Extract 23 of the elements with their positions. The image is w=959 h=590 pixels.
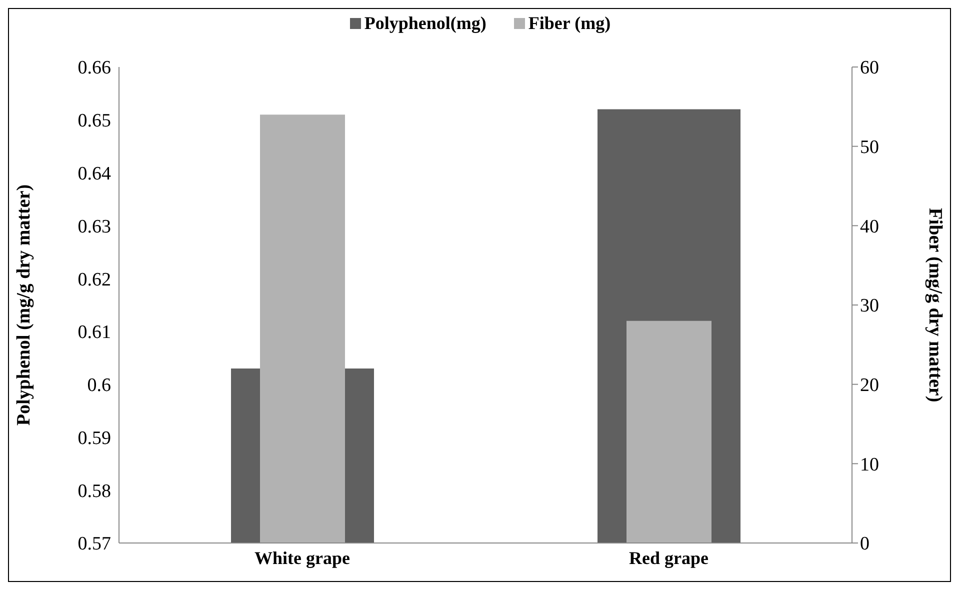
y2-tick-label: 50 bbox=[860, 137, 879, 158]
y2-tick-label: 0 bbox=[860, 534, 870, 555]
legend-label: Fiber (mg) bbox=[528, 13, 611, 34]
y-tick-label: 0.63 bbox=[78, 216, 111, 238]
x-tick-label: White grape bbox=[254, 548, 350, 568]
y2-tick-label: 40 bbox=[860, 216, 879, 238]
y2-axis-title: Fiber (mg/g dry matter) bbox=[924, 208, 946, 402]
y-tick-label: 0.58 bbox=[78, 480, 111, 502]
y-tick-label: 0.66 bbox=[78, 58, 111, 79]
legend-label: Polyphenol(mg) bbox=[364, 13, 486, 34]
x-tick-label: Red grape bbox=[629, 548, 708, 568]
y-tick-label: 0.65 bbox=[78, 110, 111, 132]
y2-tick-label: 20 bbox=[860, 375, 879, 396]
y-tick-label: 0.57 bbox=[78, 534, 111, 555]
y-tick-label: 0.62 bbox=[78, 269, 111, 290]
y2-tick-label: 60 bbox=[860, 58, 879, 79]
y-tick-label: 0.59 bbox=[78, 428, 111, 449]
y2-tick-label: 10 bbox=[860, 454, 879, 476]
y-axis-title: Polyphenol (mg/g dry matter) bbox=[14, 184, 35, 426]
y-tick-label: 0.6 bbox=[87, 375, 111, 396]
y-tick-label: 0.64 bbox=[78, 164, 112, 185]
y-tick-label: 0.61 bbox=[78, 322, 111, 344]
y2-tick-label: 30 bbox=[860, 296, 879, 317]
